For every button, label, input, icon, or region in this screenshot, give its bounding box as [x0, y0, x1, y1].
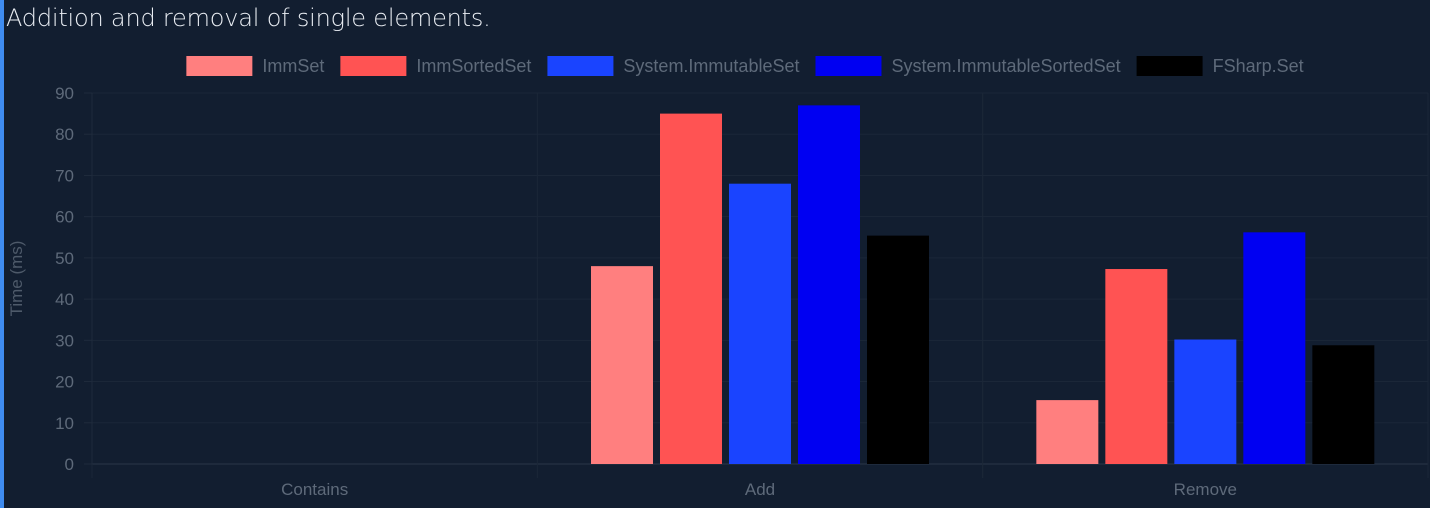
y-tick-label: 40 [55, 290, 74, 309]
legend-swatch [340, 56, 407, 76]
legend-label: System.ImmutableSortedSet [891, 56, 1120, 76]
bar [1243, 232, 1306, 464]
x-tick-label: Add [745, 480, 775, 499]
legend-swatch [547, 56, 614, 76]
legend-item[interactable]: System.ImmutableSet [547, 56, 799, 76]
axes: 0 10 20 30 40 50 60 70 80 90 Contains Add Remove Time… [7, 84, 1237, 499]
y-tick-label: 60 [55, 208, 74, 227]
y-tick-label: 90 [55, 84, 74, 103]
left-accent-bar [0, 0, 4, 508]
bar [1105, 269, 1168, 464]
bars [591, 105, 1375, 464]
legend-item[interactable]: FSharp.Set [1136, 56, 1304, 76]
y-tick-label: 50 [55, 249, 74, 268]
bar [1312, 345, 1375, 464]
bar [867, 235, 929, 464]
y-tick-label: 10 [55, 414, 74, 433]
chart-title: Addition and removal of single elements. [6, 4, 491, 32]
legend-swatch [1136, 56, 1203, 76]
legend-label: ImmSet [262, 56, 324, 76]
legend-label: System.ImmutableSet [623, 56, 799, 76]
y-tick-label: 20 [55, 373, 74, 392]
legend-label: ImmSortedSet [416, 56, 531, 76]
legend-item[interactable]: System.ImmutableSortedSet [815, 56, 1121, 76]
bar [1174, 339, 1237, 464]
legend-swatch [186, 56, 253, 76]
y-tick-label: 80 [55, 125, 74, 144]
bar [660, 113, 722, 464]
legend-label: FSharp.Set [1213, 56, 1304, 76]
legend-item[interactable]: ImmSet [186, 56, 324, 76]
legend-item[interactable]: ImmSortedSet [340, 56, 531, 76]
x-tick-label: Remove [1174, 480, 1237, 499]
y-tick-label: 0 [65, 455, 74, 474]
y-axis-title: Time (ms) [7, 241, 26, 317]
y-tick-label: 70 [55, 166, 74, 185]
bar [591, 266, 653, 464]
legend[interactable]: ImmSet ImmSortedSet System.ImmutableSet Sys… [186, 56, 1304, 76]
legend-swatch [815, 56, 882, 76]
bar [729, 183, 791, 464]
bar [798, 105, 860, 464]
bar [1036, 400, 1099, 464]
x-tick-label: Contains [281, 480, 348, 499]
y-tick-label: 30 [55, 331, 74, 350]
